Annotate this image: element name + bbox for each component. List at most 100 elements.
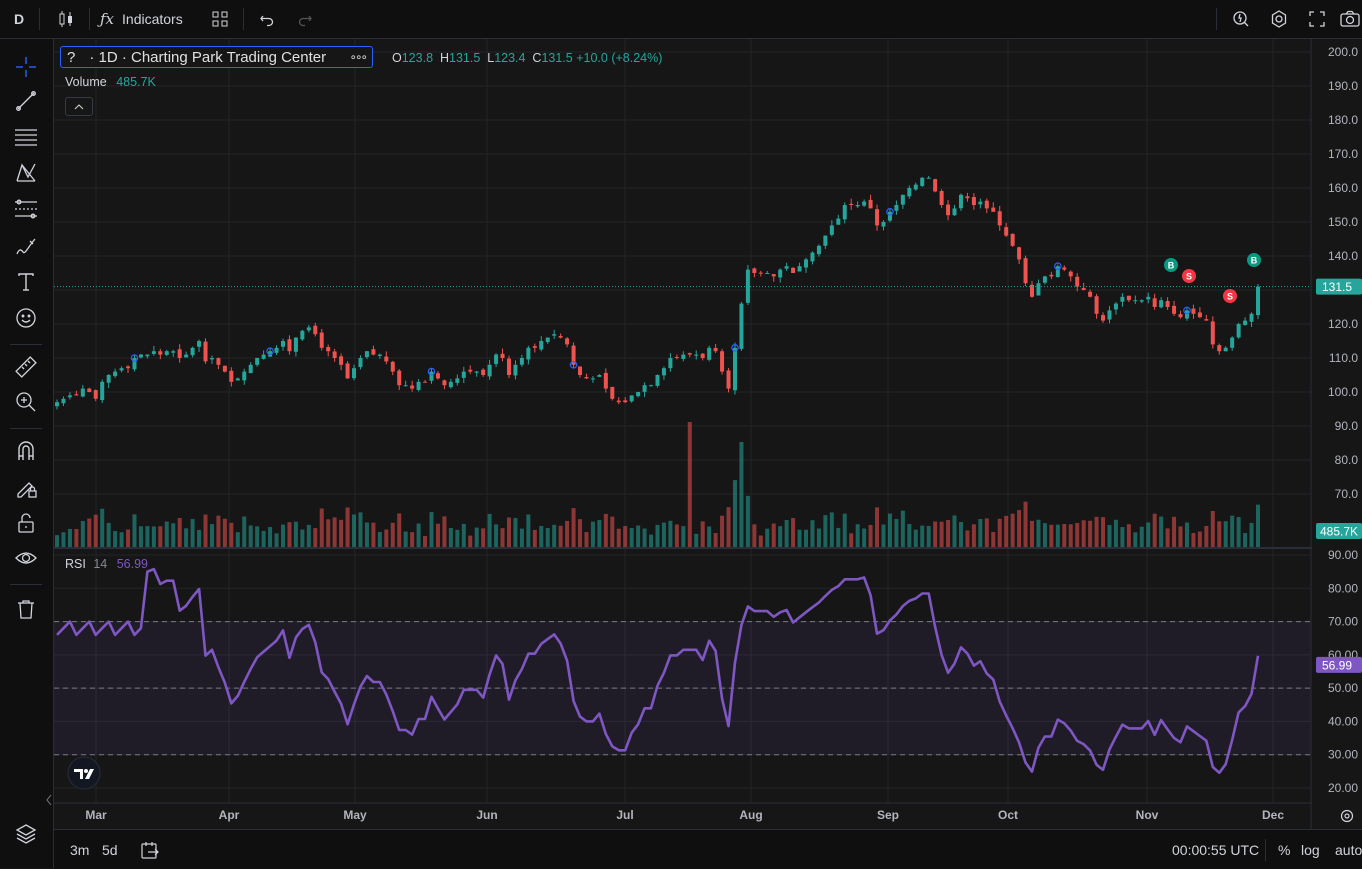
- candle-body: [584, 377, 589, 379]
- settings-button[interactable]: [1266, 0, 1292, 38]
- undo-button[interactable]: [254, 0, 280, 38]
- volume-bar: [293, 521, 298, 547]
- volume-bar: [171, 523, 176, 547]
- auto-toggle[interactable]: auto: [1335, 841, 1362, 858]
- candle-body: [164, 351, 169, 355]
- quick-search-button[interactable]: [1228, 0, 1254, 38]
- brush-tool[interactable]: [9, 231, 43, 261]
- candle-body: [1146, 296, 1151, 300]
- event-dot[interactable]: [886, 208, 894, 216]
- pattern-tool[interactable]: [9, 158, 43, 188]
- buy-marker[interactable]: B: [1247, 253, 1261, 267]
- volume-bar: [481, 528, 486, 547]
- zoom-in-tool[interactable]: [9, 387, 43, 417]
- hide-drawings-tool[interactable]: [9, 543, 43, 573]
- volume-bar: [558, 525, 563, 547]
- symbol-title-box[interactable]: ? · 1D · Charting Park Trading Center ∘∘…: [60, 46, 373, 68]
- candle-body: [565, 338, 570, 345]
- candle-body: [242, 371, 247, 381]
- candle-body: [1062, 267, 1067, 270]
- fullscreen-button[interactable]: [1304, 0, 1330, 38]
- collapse-toolbar-button[interactable]: [44, 785, 54, 815]
- range-5d-button[interactable]: 5d: [102, 841, 118, 858]
- volume-bar: [1191, 532, 1196, 547]
- log-toggle[interactable]: log: [1301, 841, 1320, 858]
- candle-body: [829, 225, 834, 235]
- event-dot[interactable]: [1183, 306, 1191, 315]
- volume-bar: [487, 513, 492, 547]
- candle-body: [1004, 227, 1009, 236]
- goto-date-button[interactable]: [140, 830, 160, 869]
- svg-text:S: S: [1186, 272, 1192, 282]
- percent-toggle[interactable]: %: [1278, 841, 1291, 858]
- volume-bar: [590, 521, 595, 547]
- event-dot[interactable]: [731, 343, 739, 352]
- clock-label[interactable]: 00:00:55 UTC: [1172, 841, 1260, 858]
- candle-body: [1236, 324, 1241, 338]
- crosshair-tool[interactable]: [9, 52, 43, 82]
- prediction-tool[interactable]: [9, 194, 43, 224]
- rsi-legend[interactable]: RSI 14 56.99: [65, 557, 148, 571]
- more-options-icon[interactable]: ∘∘∘: [349, 50, 367, 64]
- volume-bar: [674, 524, 679, 547]
- volume-legend[interactable]: Volume 485.7K: [65, 75, 156, 89]
- volume-bar: [687, 422, 692, 547]
- snapshot-button[interactable]: [1340, 0, 1362, 38]
- trend-line-tool[interactable]: [9, 86, 43, 116]
- magnet-tool[interactable]: [9, 436, 43, 466]
- lock-drawing-icon: [17, 482, 37, 498]
- candle-body: [804, 259, 809, 268]
- volume-bar: [384, 529, 389, 547]
- candle-body: [1010, 233, 1015, 246]
- axis-settings-icon[interactable]: [1340, 809, 1354, 823]
- candle-body: [390, 361, 395, 372]
- indicators-button[interactable]: ƒx Indicators: [100, 0, 196, 38]
- range-3m-button[interactable]: 3m: [70, 841, 90, 858]
- candle-body: [1152, 298, 1157, 307]
- volume-bar: [649, 534, 654, 547]
- sell-marker[interactable]: S: [1223, 289, 1237, 303]
- event-dot[interactable]: [427, 367, 436, 376]
- collapse-legend-button[interactable]: [65, 97, 93, 116]
- volume-bar: [410, 532, 415, 547]
- symbol-search-button[interactable]: D: [13, 11, 25, 27]
- candle-body: [1068, 271, 1073, 277]
- candle-body: [287, 339, 292, 352]
- tradingview-logo[interactable]: [67, 756, 101, 790]
- symbol-prefix: ?: [67, 48, 76, 66]
- ruler-tool[interactable]: [9, 352, 43, 382]
- volume-bar: [332, 517, 337, 547]
- pattern-icon: [16, 163, 36, 182]
- chart-type-button[interactable]: [50, 0, 82, 38]
- text-tool[interactable]: [9, 267, 43, 297]
- event-dot[interactable]: [1054, 262, 1062, 271]
- candle-body: [539, 341, 544, 350]
- event-dot[interactable]: [569, 360, 578, 369]
- volume-bar: [694, 533, 699, 547]
- event-dot[interactable]: [266, 347, 274, 356]
- candle-body: [810, 252, 815, 262]
- buy-marker[interactable]: B: [1164, 258, 1178, 272]
- candle-body: [1172, 305, 1177, 314]
- candle-body: [435, 373, 440, 379]
- layouts-button[interactable]: [206, 0, 234, 38]
- redo-button[interactable]: [292, 0, 318, 38]
- volume-bar: [268, 527, 273, 547]
- candle-body: [791, 267, 796, 273]
- lock-all-tool[interactable]: [9, 508, 43, 538]
- remove-drawings-tool[interactable]: [9, 594, 43, 624]
- chart-area[interactable]: B S S B 200.0 190.0 180.0 170.0 160.0 150.0 140.0…: [54, 39, 1362, 829]
- candle-body: [274, 347, 279, 353]
- volume-bar: [552, 524, 557, 547]
- event-dot[interactable]: [130, 354, 139, 362]
- sell-marker[interactable]: S: [1182, 269, 1196, 283]
- volume-bar: [926, 526, 931, 547]
- zoom-in-icon: [16, 392, 36, 412]
- lock-drawing-tool[interactable]: [9, 472, 43, 502]
- candle-body: [345, 363, 350, 379]
- volume-bar: [791, 518, 796, 547]
- candle-body: [1249, 313, 1254, 322]
- emoji-tool[interactable]: [9, 303, 43, 333]
- object-tree-button[interactable]: [9, 819, 43, 849]
- fib-retracement-tool[interactable]: [9, 122, 43, 152]
